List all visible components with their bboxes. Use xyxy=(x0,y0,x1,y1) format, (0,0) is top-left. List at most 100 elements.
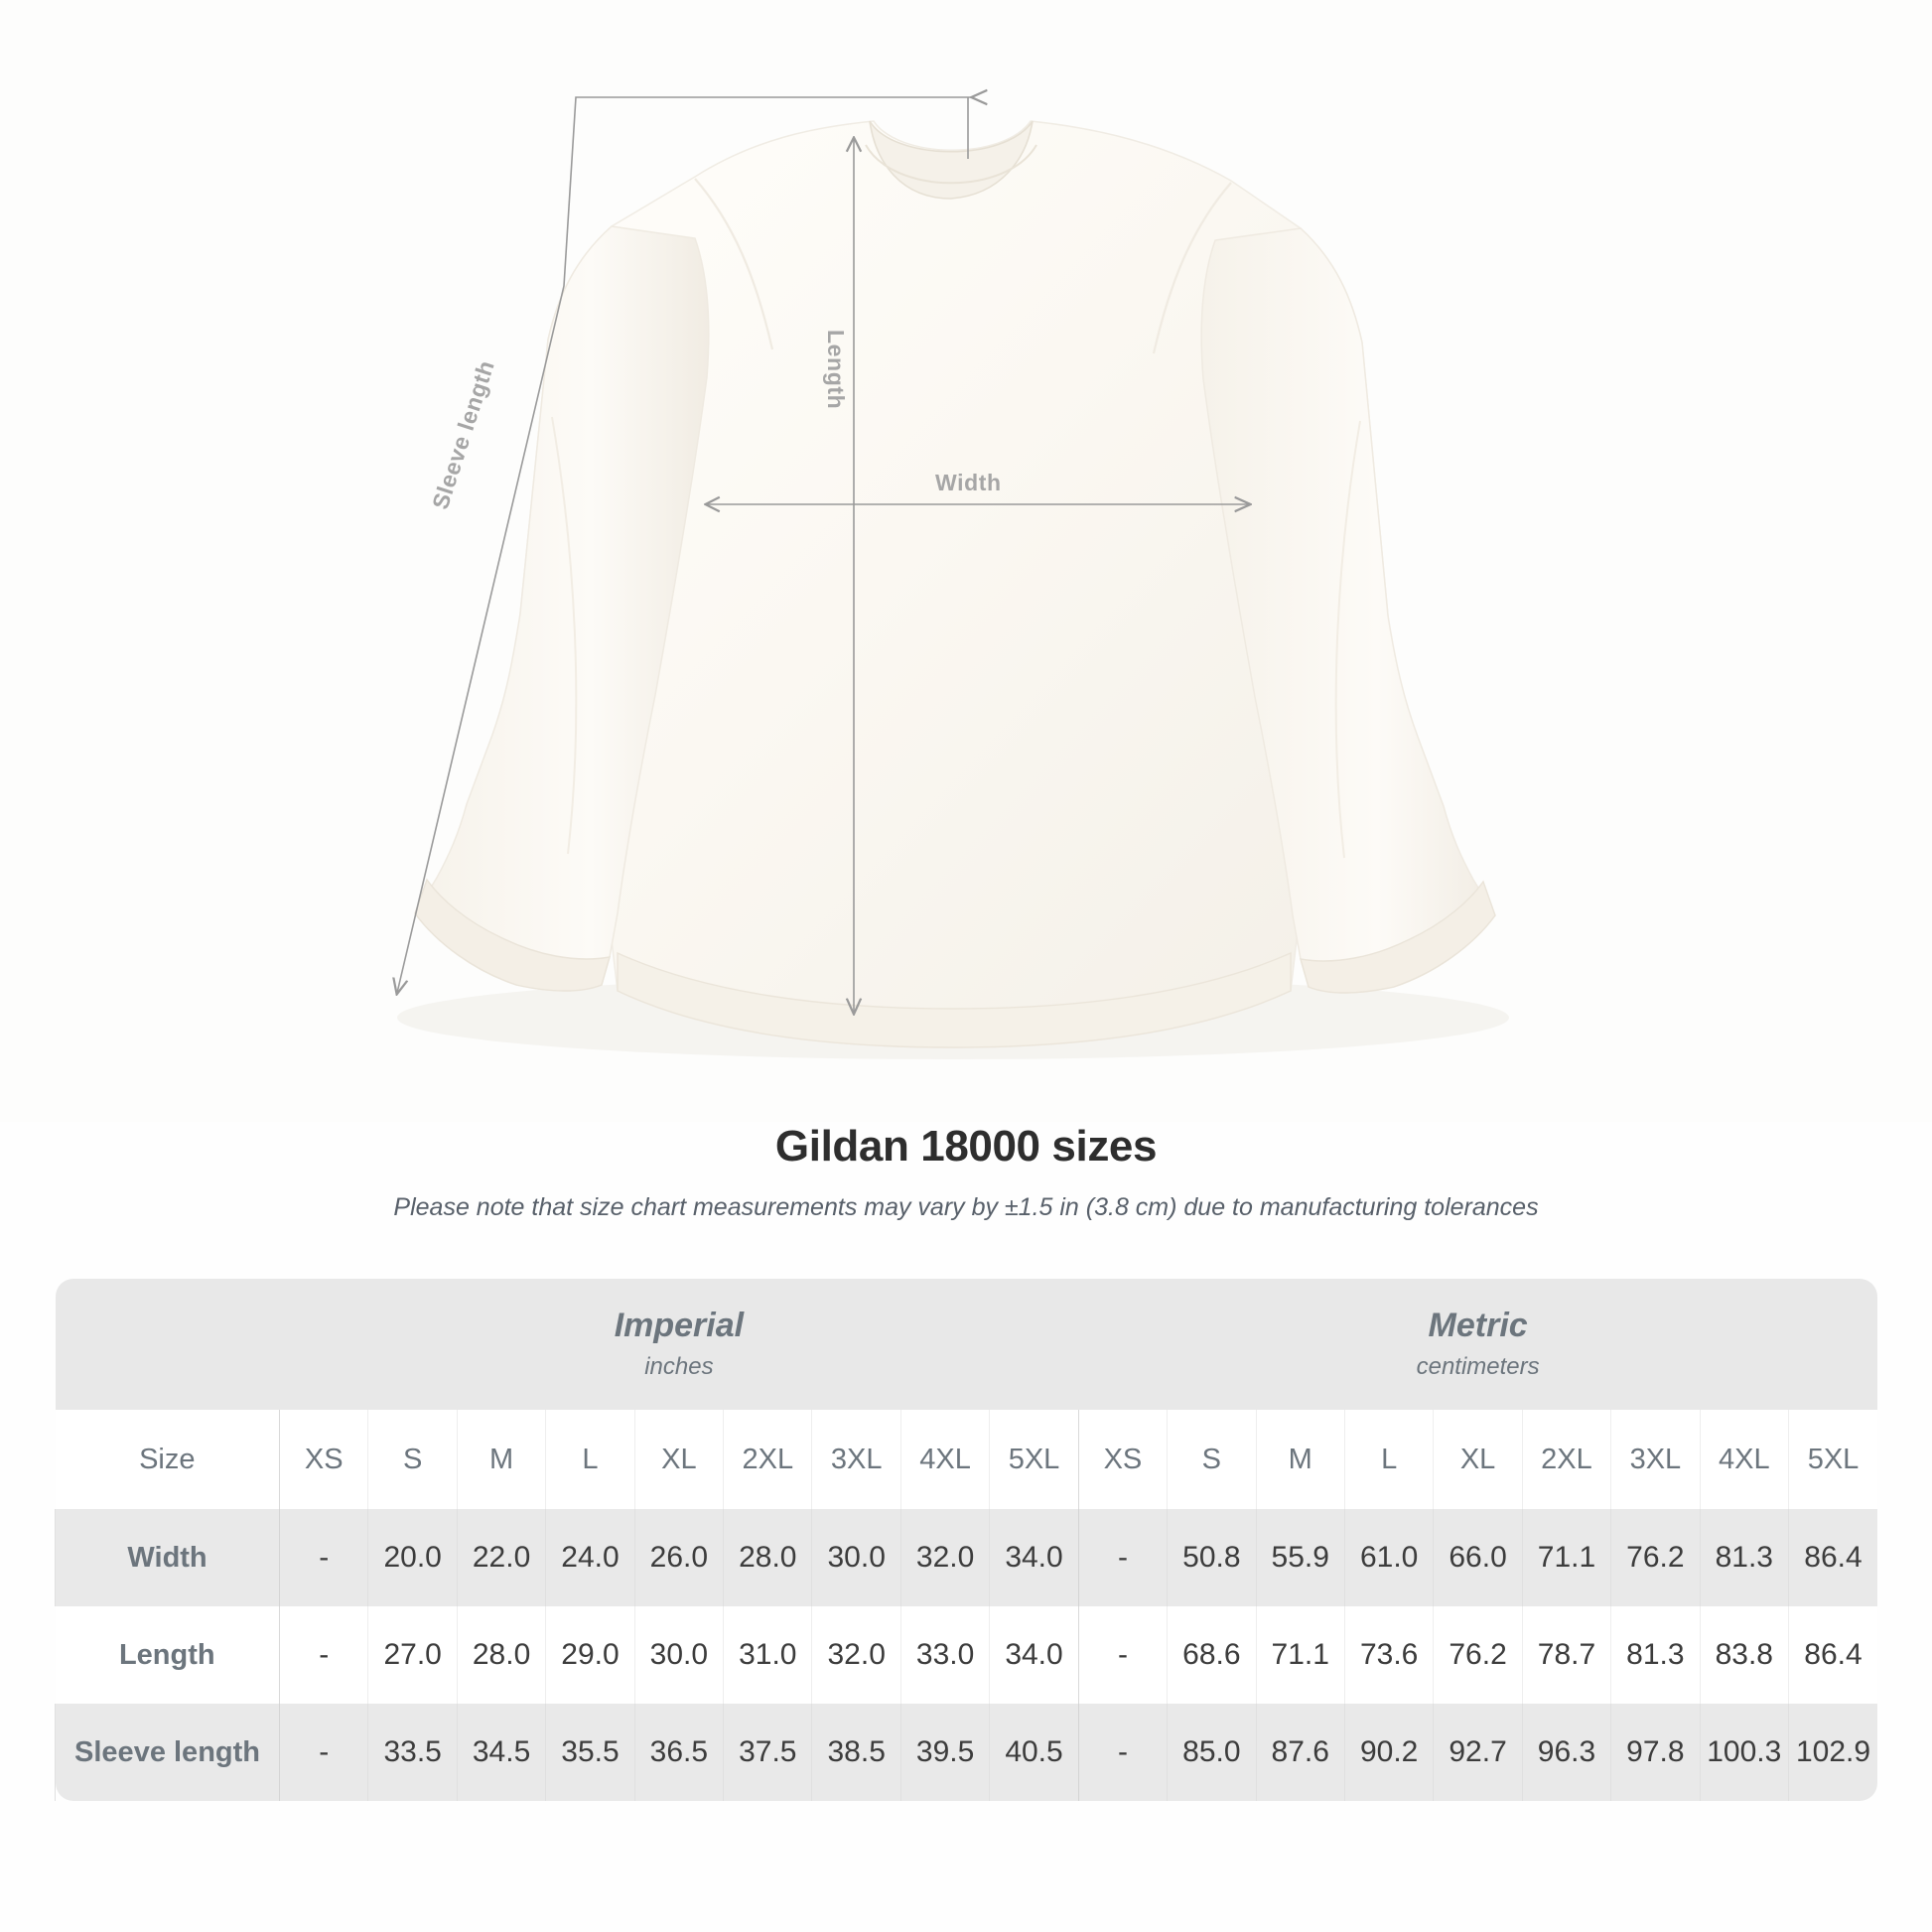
size-header-metric-4xl: 4XL xyxy=(1699,1410,1789,1509)
width-metric-xs: - xyxy=(1077,1509,1168,1606)
length-dimension-label: Length xyxy=(823,330,849,410)
sleeve-imperial-4xl: 39.5 xyxy=(899,1704,990,1801)
bottom-hem xyxy=(617,951,1292,1048)
length-metric-m: 71.1 xyxy=(1255,1606,1345,1704)
right-cuff xyxy=(1300,880,1496,994)
size-chart-table: Imperial inches Metric centimeters Size … xyxy=(54,1279,1877,1801)
length-imperial-4xl: 33.0 xyxy=(899,1606,990,1704)
size-header-imperial-4xl: 4XL xyxy=(899,1410,990,1509)
width-imperial-4xl: 32.0 xyxy=(899,1509,990,1606)
length-imperial-l: 29.0 xyxy=(545,1606,635,1704)
sleeve-imperial-5xl: 40.5 xyxy=(989,1704,1079,1801)
length-metric-xs: - xyxy=(1077,1606,1168,1704)
size-chart-table-wrapper: Imperial inches Metric centimeters Size … xyxy=(54,1279,1877,1801)
size-header-imperial-l: L xyxy=(545,1410,635,1509)
page-title: Gildan 18000 sizes xyxy=(774,1122,1158,1171)
sleeve-metric-4xl: 100.3 xyxy=(1699,1704,1789,1801)
size-header-metric-xl: XL xyxy=(1433,1410,1523,1509)
sleeve-length-guide-line xyxy=(397,97,973,993)
size-header-label: Size xyxy=(55,1410,280,1509)
size-header-metric-m: M xyxy=(1255,1410,1345,1509)
width-imperial-xs: - xyxy=(279,1509,368,1606)
length-imperial-m: 28.0 xyxy=(456,1606,546,1704)
length-metric-l: 73.6 xyxy=(1343,1606,1434,1704)
sleeve-imperial-xl: 36.5 xyxy=(633,1704,724,1801)
sleeve-metric-s: 85.0 xyxy=(1167,1704,1257,1801)
metric-unit-header: Metric centimeters xyxy=(1078,1279,1877,1410)
table-row: Length - 27.0 28.0 29.0 30.0 31.0 32.0 3… xyxy=(55,1606,1877,1704)
imperial-unit-sub: inches xyxy=(644,1353,714,1381)
size-header-metric-5xl: 5XL xyxy=(1787,1410,1877,1509)
garment-illustration: Length Width Sleeve length xyxy=(0,0,1509,1059)
size-header-metric-3xl: 3XL xyxy=(1610,1410,1701,1509)
sleeve-metric-2xl: 96.3 xyxy=(1521,1704,1611,1801)
size-header-metric-2xl: 2XL xyxy=(1521,1410,1611,1509)
size-header-imperial-2xl: 2XL xyxy=(723,1410,812,1509)
width-imperial-s: 20.0 xyxy=(367,1509,458,1606)
width-metric-m: 55.9 xyxy=(1255,1509,1345,1606)
row-label-length: Length xyxy=(55,1606,280,1704)
sleeve-metric-3xl: 97.8 xyxy=(1610,1704,1701,1801)
length-metric-5xl: 86.4 xyxy=(1787,1606,1877,1704)
sleeve-imperial-2xl: 37.5 xyxy=(723,1704,812,1801)
size-header-imperial-s: S xyxy=(367,1410,458,1509)
width-metric-3xl: 76.2 xyxy=(1610,1509,1701,1606)
size-header-imperial-xl: XL xyxy=(633,1410,724,1509)
sleeve-metric-5xl: 102.9 xyxy=(1787,1704,1877,1801)
length-imperial-s: 27.0 xyxy=(367,1606,458,1704)
imperial-unit-name: Imperial xyxy=(614,1306,745,1344)
sleeve-imperial-xs: - xyxy=(279,1704,368,1801)
length-metric-xl: 76.2 xyxy=(1433,1606,1523,1704)
sleeve-metric-m: 87.6 xyxy=(1255,1704,1345,1801)
width-imperial-xl: 26.0 xyxy=(633,1509,724,1606)
width-dimension-label: Width xyxy=(935,470,1002,495)
row-label-width: Width xyxy=(54,1509,280,1606)
unit-banner-row: Imperial inches Metric centimeters xyxy=(55,1279,1877,1410)
metric-unit-name: Metric xyxy=(1428,1306,1528,1344)
size-chart-table-body: Imperial inches Metric centimeters Size … xyxy=(54,1279,1877,1801)
size-header-metric-l: L xyxy=(1343,1410,1434,1509)
length-metric-4xl: 83.8 xyxy=(1699,1606,1789,1704)
length-imperial-5xl: 34.0 xyxy=(989,1606,1079,1704)
width-imperial-3xl: 30.0 xyxy=(811,1509,901,1606)
unit-banner-spacer xyxy=(55,1279,280,1410)
width-metric-s: 50.8 xyxy=(1167,1509,1257,1606)
width-metric-5xl: 86.4 xyxy=(1787,1509,1877,1606)
length-metric-3xl: 81.3 xyxy=(1610,1606,1701,1704)
sweatshirt-diagram-svg xyxy=(0,0,1509,1059)
length-metric-s: 68.6 xyxy=(1167,1606,1257,1704)
imperial-unit-header: Imperial inches xyxy=(279,1279,1079,1410)
sleeve-imperial-s: 33.5 xyxy=(367,1704,458,1801)
sleeve-metric-l: 90.2 xyxy=(1343,1704,1434,1801)
tolerance-note: Please note that size chart measurements… xyxy=(393,1193,1539,1221)
length-imperial-xs: - xyxy=(279,1606,368,1704)
size-header-imperial-m: M xyxy=(456,1410,546,1509)
metric-unit-sub: centimeters xyxy=(1416,1353,1540,1381)
width-imperial-2xl: 28.0 xyxy=(723,1509,812,1606)
width-imperial-m: 22.0 xyxy=(456,1509,546,1606)
row-label-sleeve-length: Sleeve length xyxy=(54,1704,280,1801)
width-metric-xl: 66.0 xyxy=(1433,1509,1523,1606)
sleeve-imperial-3xl: 38.5 xyxy=(811,1704,901,1801)
width-metric-l: 61.0 xyxy=(1343,1509,1434,1606)
title-block: Gildan 18000 sizes Please note that size… xyxy=(0,1122,1932,1222)
length-imperial-3xl: 32.0 xyxy=(811,1606,901,1704)
width-metric-2xl: 71.1 xyxy=(1521,1509,1611,1606)
right-sleeve-fold xyxy=(1334,420,1361,859)
width-imperial-5xl: 34.0 xyxy=(989,1509,1079,1606)
table-row: Width - 20.0 22.0 24.0 26.0 28.0 30.0 32… xyxy=(54,1509,1877,1606)
size-header-row: Size XS S M L XL 2XL 3XL 4XL 5XL XS S M … xyxy=(55,1410,1877,1509)
length-metric-2xl: 78.7 xyxy=(1521,1606,1611,1704)
size-header-imperial-3xl: 3XL xyxy=(811,1410,901,1509)
table-row: Sleeve length - 33.5 34.5 35.5 36.5 37.5… xyxy=(54,1704,1877,1801)
right-shoulder-seam xyxy=(1152,182,1232,354)
width-imperial-l: 24.0 xyxy=(545,1509,635,1606)
sleeve-imperial-m: 34.5 xyxy=(456,1704,546,1801)
size-header-metric-xs: XS xyxy=(1077,1410,1168,1509)
sleeve-metric-xs: - xyxy=(1077,1704,1168,1801)
sleeve-metric-xl: 92.7 xyxy=(1433,1704,1523,1801)
length-imperial-2xl: 31.0 xyxy=(723,1606,812,1704)
length-imperial-xl: 30.0 xyxy=(633,1606,724,1704)
size-header-imperial-5xl: 5XL xyxy=(989,1410,1079,1509)
sleeve-imperial-l: 35.5 xyxy=(545,1704,635,1801)
